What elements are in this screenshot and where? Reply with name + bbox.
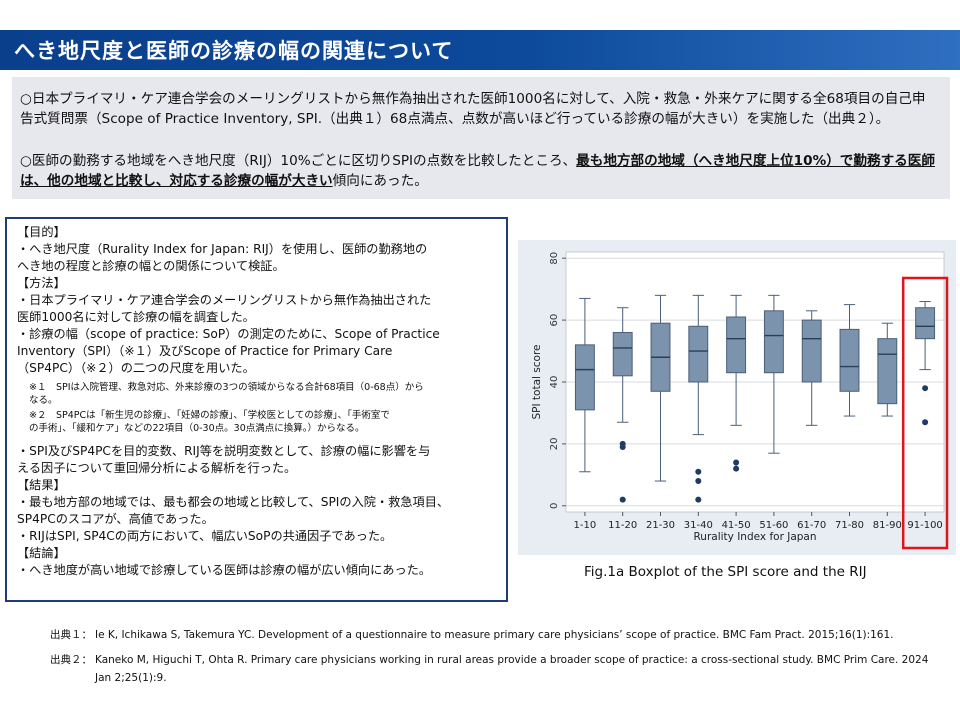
methods-line: ・へき地度が高い地域で診療している医師は診療の幅が広い傾向にあった。 — [17, 563, 432, 577]
methods-note: ※１ SPIは入院管理、救急対応、外来診療の3つの領域からなる合計68項目（0-… — [29, 382, 424, 393]
methods-line: 【結論】 — [17, 546, 66, 560]
summary-point-2-pre: ○医師の勤務する地域をへき地尺度（RIJ）10%ごとに区切りSPIの点数を比較し… — [20, 153, 577, 169]
methods-box: 【目的】 ・へき地尺度（Rurality Index for Japan: RI… — [5, 217, 508, 602]
reference-label: 出典２： — [50, 654, 92, 666]
reference-2-continued: Jan 2;25(1):9. — [95, 672, 167, 684]
summary-point-1: ○日本プライマリ・ケア連合学会のメーリングリストから無作為抽出された医師1000… — [20, 91, 926, 127]
methods-line: ・へき地尺度（Rurality Index for Japan: RIJ）を使用… — [17, 242, 428, 256]
page-title: へき地尺度と医師の診療の幅の関連について — [14, 39, 454, 63]
methods-line: 医師1000名に対して診療の幅を調査した。 — [17, 310, 255, 324]
methods-line: 【方法】 — [17, 276, 66, 290]
methods-line: Inventory（SPI）（※１）及びScope of Practice fo… — [17, 344, 393, 358]
chart-background — [518, 240, 956, 555]
reference-2: 出典２： Kaneko M, Higuchi T, Ohta R. Primary… — [50, 651, 928, 669]
summary-box: ○日本プライマリ・ケア連合学会のメーリングリストから無作為抽出された医師1000… — [12, 77, 950, 199]
methods-line: 【結果】 — [17, 478, 66, 492]
methods-line: SP4PCのスコアが、高値であった。 — [17, 512, 214, 526]
methods-line: ・SPI及びSP4PCを目的変数、RIJ等を説明変数として、診療の幅に影響を与 — [17, 444, 431, 458]
methods-line: ・診療の幅（scope of practice: SoP）の測定のために、Sco… — [17, 327, 440, 341]
methods-line: える因子について重回帰分析による解析を行った。 — [17, 461, 297, 475]
methods-line: へき地の程度と診療の幅との関係について検証。 — [17, 259, 285, 273]
methods-note: なる。 — [29, 395, 58, 406]
methods-line: ・最も地方部の地域では、最も都会の地域と比較して、SPIの入院・救急項目、 — [17, 495, 450, 509]
methods-note: ※２ SP4PCは「新生児の診療」、「妊婦の診療」、「学校医としての診療」、「手… — [29, 410, 390, 421]
methods-note: の手術」、「緩和ケア」などの22項目（0-30点。30点満点に換算。）からなる。 — [29, 423, 365, 434]
figure-caption: Fig.1a Boxplot of the SPI score and the … — [584, 564, 867, 580]
reference-label: 出典１： — [50, 629, 92, 641]
methods-line: ・RIJはSPI, SP4Cの両方において、幅広いSoPの共通因子であった。 — [17, 529, 393, 543]
methods-line: （SP4PC）（※２）の二つの尺度を用いた。 — [17, 361, 255, 375]
reference-text: Ie K, Ichikawa S, Takemura YC. Developme… — [95, 629, 894, 641]
reference-text: Kaneko M, Higuchi T, Ohta R. Primary car… — [95, 654, 929, 666]
summary-point-2: ○医師の勤務する地域をへき地尺度（RIJ）10%ごとに区切りSPIの点数を比較し… — [20, 151, 938, 191]
methods-line: 【目的】 — [17, 225, 66, 239]
title-bar: へき地尺度と医師の診療の幅の関連について — [0, 30, 960, 70]
methods-line: ・日本プライマリ・ケア連合学会のメーリングリストから無作為抽出された — [17, 293, 432, 307]
summary-point-2-emphasis: 最も地方部の地域（へき地尺度上位10%）で勤務する医師は、他の地域と比較し、対応… — [20, 153, 935, 189]
summary-point-2-post: 傾向にあった。 — [332, 173, 428, 189]
reference-1: 出典１： Ie K, Ichikawa S, Takemura YC. Devel… — [50, 626, 894, 644]
